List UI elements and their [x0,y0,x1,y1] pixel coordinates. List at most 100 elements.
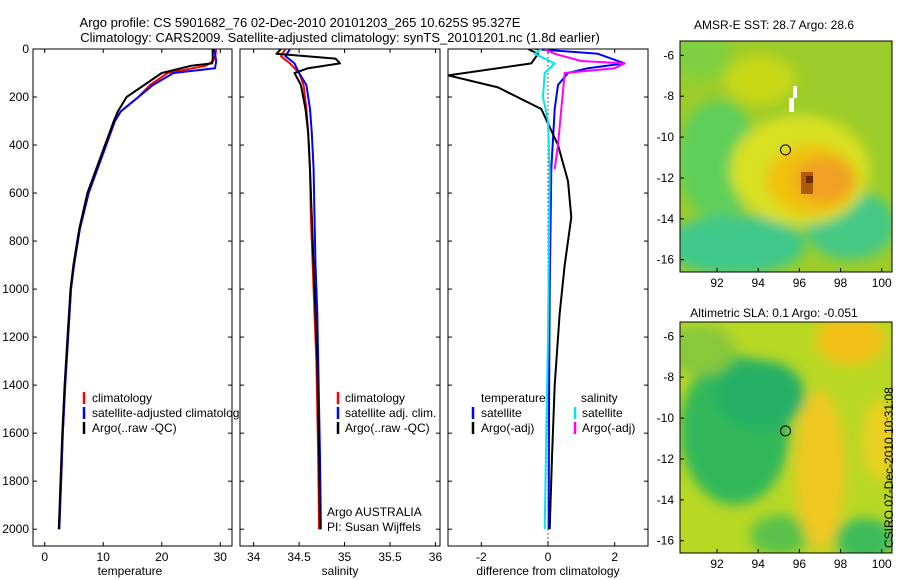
depth-ytick-label: 1800 [2,474,29,488]
difference-panel-series-temperature-satellite [534,49,626,530]
salinity-panel-xtick-label: 34.5 [287,550,311,564]
difference-panel-xtick-label: 2 [611,550,618,564]
sst-map-frame [679,40,893,273]
salinity-legend: climatology satellite adj. clim. Argo(..… [336,391,436,435]
depth-ytick-label: 200 [9,90,29,104]
difference-xlabel: difference from climatology [476,564,619,578]
depth-ytick-label: 0 [22,42,29,56]
difference-legend-temp-argo-label: Argo(-adj) [481,421,534,435]
sla-map-xtick-label: 92 [710,557,724,571]
sst-map-image [680,41,892,272]
depth-ytick-label: 2000 [2,522,29,536]
credit-text: CSIRO 07-Dec-2010 10:31:08 [882,387,896,548]
difference-panel: -2 0 2 difference from climatology tempera… [447,48,649,578]
depth-ytick-label: 600 [9,186,29,200]
sst-map-xtick-label: 98 [834,276,848,290]
title-line-1: Argo profile: CS 5901682_76 02-Dec-2010 … [80,15,521,30]
salinity-panel: 34 34.5 35 35.5 36 salinity climatology sate… [239,48,443,578]
sst-map-ticks: 92 94 96 98 100 -6 -8 -10 -12 -14 -16 [657,48,892,290]
temperature-panel-xtick-label: 0 [41,550,48,564]
temperature-panel-series-argo-raw-qc- [57,49,214,530]
sst-map-ytick-label: -16 [657,253,675,267]
depth-ytick-label: 1000 [2,282,29,296]
sla-map-ytick-label: -16 [657,534,675,548]
sst-map-xtick-label: 100 [872,276,892,290]
temperature-xlabel: temperature [98,564,163,578]
sla-map-xtick-label: 96 [793,557,807,571]
sst-map-ytick-label: -14 [657,212,675,226]
depth-ytick-label: 1400 [2,378,29,392]
salinity-annotation-institution: Argo AUSTRALIA [327,505,422,519]
difference-panel-series-temperature-argo-adj- [448,49,573,530]
salinity-axes-frame [239,48,441,547]
difference-panel-xtick-label: -2 [476,550,487,564]
temperature-legend: climatology satellite-adjusted climatolo… [82,391,245,435]
difference-panel-series-salinity-argo-adj- [544,49,626,170]
sla-map-frame [679,321,893,554]
salinity-panel-xtick-label: 36 [429,550,443,564]
sla-map: Altimetric SLA: 0.1 Argo: -0.051 92 94 96 9… [657,306,893,571]
depth-ytick-label: 1600 [2,426,29,440]
difference-legend-temp-satellite-label: satellite [481,406,522,420]
sst-missing-data-1 [793,86,797,98]
salinity-ticks: 34 34.5 35 35.5 36 [240,48,443,564]
sla-field [680,322,892,553]
depth-ytick-label: 400 [9,138,29,152]
sst-map-xtick-label: 92 [710,276,724,290]
sla-map-title: Altimetric SLA: 0.1 Argo: -0.051 [690,306,858,320]
legend-argo-label: Argo(..raw -QC) [92,421,177,435]
sst-missing-data-2 [789,98,794,112]
temperature-panel-xtick-label: 20 [155,550,169,564]
salinity-panel-xtick-label: 35.5 [378,550,402,564]
temperature-lines [57,49,218,530]
sst-map-ytick-label: -8 [663,89,674,103]
sst-map-xtick-label: 96 [793,276,807,290]
sla-map-ytick-label: -14 [657,493,675,507]
sst-map-title: AMSR-E SST: 28.7 Argo: 28.6 [694,18,854,32]
salinity-panel-xtick-label: 34 [247,550,261,564]
temperature-axes-frame [32,48,233,547]
temperature-panel: 0 10 20 30 0 200 400 600 800 1000 1200 1400 1600 1800… [2,42,245,578]
salinity-panel-xtick-label: 35 [338,550,352,564]
salinity-annotation-pi: PI: Susan Wijffels [327,520,421,534]
salinity-legend-climatology-label: climatology [345,391,405,405]
sst-map-xtick-label: 94 [752,276,766,290]
salinity-lines [275,49,341,530]
difference-panel-xtick-label: 0 [545,550,552,564]
salinity-legend-satellite-label: satellite adj. clim. [345,406,436,420]
sst-argo-location-marker [780,144,791,156]
temperature-panel-xtick-label: 10 [97,550,111,564]
depth-ytick-label: 1200 [2,330,29,344]
difference-legend-salinity-title: salinity [581,391,618,405]
sst-warm-core-dark [806,176,813,183]
difference-lines [448,49,626,530]
difference-legend-sal-satellite-label: satellite [582,406,623,420]
difference-legend-sal-argo-label: Argo(-adj) [582,421,635,435]
salinity-panel-series-argo-raw-qc- [275,49,341,530]
sst-map: AMSR-E SST: 28.7 Argo: 28.6 92 94 96 98 100 -… [657,18,893,290]
sla-map-xtick-label: 94 [752,557,766,571]
legend-satellite-label: satellite-adjusted climatology [92,406,245,420]
sla-map-ytick-label: -12 [657,452,675,466]
sla-map-xtick-label: 98 [834,557,848,571]
sla-map-ytick-label: -6 [663,329,674,343]
sla-map-ytick-label: -8 [663,370,674,384]
difference-legend-salinity: salinity satellite Argo(-adj) [573,391,635,435]
depth-ytick-label: 800 [9,234,29,248]
difference-legend-temperature: temperature satellite Argo(-adj) [471,391,546,435]
sst-map-ytick-label: -12 [657,171,675,185]
sst-map-ytick-label: -6 [663,48,674,62]
difference-legend-temperature-title: temperature [481,391,546,405]
difference-panel-series-salinity-satellite [533,49,556,530]
temperature-ticks: 0 10 20 30 0 200 400 600 800 1000 1200 1400 1600 1800… [2,42,232,564]
sla-map-ytick-label: -10 [657,411,675,425]
salinity-xlabel: salinity [322,564,359,578]
sla-map-ticks: 92 94 96 98 100 -6 -8 -10 -12 -14 -16 [657,329,892,571]
sst-map-ytick-label: -10 [657,130,675,144]
legend-climatology-label: climatology [92,391,152,405]
title-line-2: Climatology: CARS2009. Satellite-adjuste… [80,30,600,45]
sla-map-image [680,322,892,553]
sla-map-xtick-label: 100 [872,557,892,571]
salinity-legend-argo-label: Argo(..raw -QC) [345,421,430,435]
